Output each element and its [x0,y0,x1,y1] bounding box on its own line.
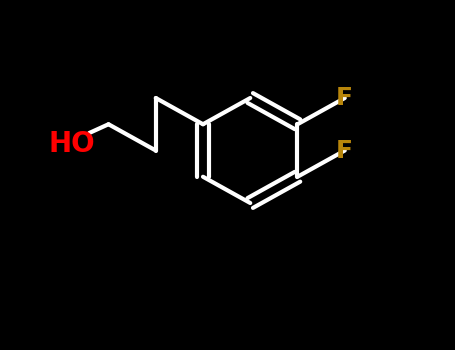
Text: F: F [336,86,353,110]
Text: F: F [336,139,353,162]
Text: HO: HO [48,130,95,158]
